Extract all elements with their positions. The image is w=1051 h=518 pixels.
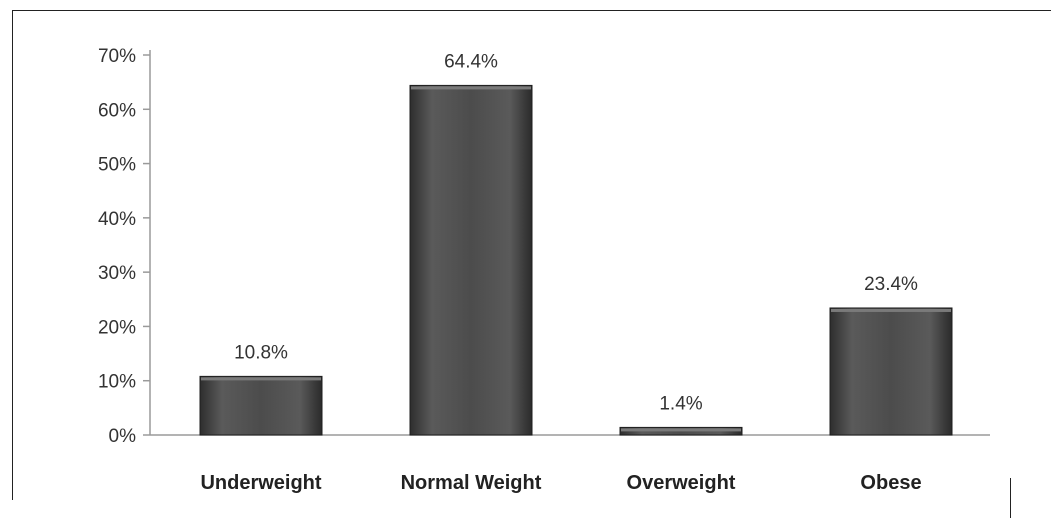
plot-area: 0% 10% 20% 30% 40% 50% 60% 70% 10.8% Underweight 6…	[98, 46, 990, 494]
x-tick-label: Normal Weight	[401, 472, 542, 494]
y-tick-label: 0%	[109, 426, 137, 447]
y-tick-label: 20%	[98, 317, 136, 338]
data-label: 64.4%	[444, 51, 498, 72]
x-tick-label: Obese	[860, 472, 921, 494]
y-tick-label: 50%	[98, 155, 136, 176]
bar-highlight	[411, 86, 531, 90]
y-tick-label: 60%	[98, 100, 136, 121]
data-label: 1.4%	[659, 393, 702, 414]
bar-obese	[829, 307, 953, 436]
bar-highlight	[621, 428, 741, 432]
y-tick-label: 10%	[98, 372, 136, 393]
y-tick-label: 40%	[98, 209, 136, 230]
data-label: 10.8%	[234, 342, 288, 363]
y-tick-label: 30%	[98, 263, 136, 284]
chart-frame	[12, 10, 1051, 500]
bar-underweight	[199, 375, 323, 436]
bar-normal-weight	[409, 84, 533, 436]
bar-highlight	[201, 377, 321, 381]
x-tick-label: Underweight	[200, 472, 321, 494]
x-tick-label: Overweight	[627, 472, 736, 494]
data-label: 23.4%	[864, 274, 918, 295]
y-tick-label: 70%	[98, 46, 136, 67]
bar-highlight	[831, 308, 951, 312]
chart-frame-edge	[1010, 478, 1011, 518]
